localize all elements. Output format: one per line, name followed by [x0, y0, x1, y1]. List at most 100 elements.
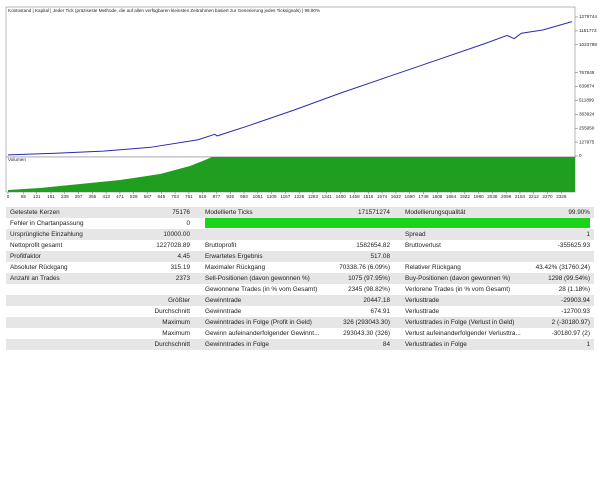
volume-label: Volumen [8, 157, 26, 162]
table-value: 326 (293043.30) [343, 319, 390, 326]
table-label: Verlusttrade [405, 308, 440, 315]
table-value: 99.90% [568, 209, 590, 216]
x-tick-label: 587 [144, 194, 152, 199]
x-tick-label: 1458 [349, 194, 360, 199]
table-label: Ursprüngliche Einzahlung [10, 231, 83, 238]
table-value: 1298 (99.54%) [548, 275, 590, 282]
table-label: Fehler in Chartanpassung [10, 220, 84, 227]
x-tick-label: 239 [61, 194, 69, 199]
x-tick-label: 529 [130, 194, 138, 199]
x-tick-label: 761 [185, 194, 193, 199]
x-tick-label: 297 [75, 194, 83, 199]
table-value: 2 (-30180.97) [552, 319, 590, 326]
table-label: Erwartetes Ergebnis [205, 253, 263, 260]
x-tick-label: 819 [199, 194, 207, 199]
table-value: -12700.93 [561, 308, 590, 315]
table-value: 171571274 [358, 209, 390, 216]
table-label: Modellierte Ticks [205, 209, 253, 216]
table-label: Verlusttrade [405, 297, 440, 304]
row-bg [6, 273, 594, 284]
table-label: Gewinn aufeinanderfolgender Gewinnt... [205, 330, 320, 337]
x-tick-label: 1806 [432, 194, 443, 199]
table-value: 0 [186, 220, 190, 227]
x-tick-label: 993 [240, 194, 248, 199]
balance-line [7, 21, 573, 156]
x-tick-label: 2154 [515, 194, 526, 199]
table-label: Verlusttrades in Folge [405, 341, 467, 348]
volume-area [8, 157, 575, 192]
table-value: Maximum [162, 319, 190, 326]
table-value: 1227028.89 [156, 242, 190, 249]
table-value: -29903.94 [561, 297, 590, 304]
quality-bar [205, 218, 590, 228]
table-value: 674.91 [370, 308, 390, 315]
table-label: Gewonnene Trades (in % vom Gesamt) [205, 286, 317, 293]
row-bg [6, 207, 594, 218]
row-bg [6, 295, 594, 306]
table-value: 4.45 [178, 253, 191, 260]
table-label: Nettoprofit gesamt [10, 242, 62, 249]
table-label: Buy-Positionen (davon gewonnen %) [405, 275, 510, 282]
row-bg [6, 339, 594, 350]
x-tick-label: 1922 [460, 194, 471, 199]
table-value: 517.08 [370, 253, 390, 260]
table-label: Gewinntrades in Folge [205, 341, 269, 348]
x-tick-label: 1283 [308, 194, 319, 199]
x-tick-label: 355 [89, 194, 97, 199]
x-tick-label: 2328 [556, 194, 567, 199]
table-value: 2345 (98.82%) [348, 286, 390, 293]
table-label: Getestete Kerzen [10, 209, 60, 216]
y-tick-label: 639874 [579, 84, 595, 89]
x-tick-label: 1864 [446, 194, 457, 199]
table-value: 2373 [176, 275, 191, 282]
table-value: 28 (1.18%) [559, 286, 590, 293]
x-tick-label: 935 [226, 194, 234, 199]
table-label: Bruttoprofit [205, 242, 236, 249]
x-tick-label: 1051 [253, 194, 264, 199]
y-tick-label: 255950 [579, 125, 595, 130]
x-tick-label: 1690 [405, 194, 416, 199]
y-tick-label: 1151773 [579, 28, 597, 33]
table-value: 75176 [172, 209, 190, 216]
table-value: 1 [586, 341, 590, 348]
x-tick-label: 0 [7, 194, 10, 199]
table-label: Absoluter Rückgang [10, 264, 68, 271]
table-value: 293043.30 (326) [343, 330, 390, 337]
x-tick-label: 1109 [267, 194, 277, 199]
table-value: 1 [586, 231, 590, 238]
table-value: 315.19 [170, 264, 190, 271]
x-tick-label: 181 [47, 194, 55, 199]
row-bg [6, 229, 594, 240]
table-label: Spread [405, 231, 426, 238]
x-tick-label: 2096 [501, 194, 512, 199]
y-tick-label: 511899 [579, 98, 594, 103]
y-tick-label: 383924 [579, 112, 595, 117]
x-tick-label: 413 [102, 194, 110, 199]
table-label: Sell-Positionen (davon gewonnen %) [205, 275, 310, 282]
x-tick-label: 1748 [418, 194, 429, 199]
table-label: Anzahl an Trades [10, 275, 60, 282]
x-tick-label: 1341 [322, 194, 333, 199]
chart-title: Kontostand | Kapital | Jeder Tick (präzi… [8, 8, 320, 13]
table-label: Profitfaktor [10, 253, 42, 260]
x-tick-label: 2270 [542, 194, 553, 199]
x-tick-label: 1980 [473, 194, 484, 199]
x-tick-label: 1574 [377, 194, 388, 199]
table-value: 10000.00 [163, 231, 190, 238]
row-bg [6, 251, 594, 262]
table-value: -355625.93 [558, 242, 591, 249]
x-tick-label: 1632 [391, 194, 402, 199]
x-tick-label: 471 [116, 194, 124, 199]
table-value: 43.42% (31760.24) [536, 264, 590, 271]
y-tick-label: 1279744 [579, 14, 597, 19]
table-label: Gewinntrades in Folge (Profit in Geld) [205, 319, 312, 326]
table-value: 70338.76 (6.09%) [339, 264, 390, 271]
x-tick-label: 2212 [529, 194, 540, 199]
x-tick-label: 121 [33, 194, 41, 199]
table-label: Verlorene Trades (in % vom Gesamt) [405, 286, 510, 293]
table-value: 84 [383, 341, 391, 348]
x-tick-label: 1167 [280, 194, 290, 199]
table-label: Gewinntrade [205, 297, 242, 304]
